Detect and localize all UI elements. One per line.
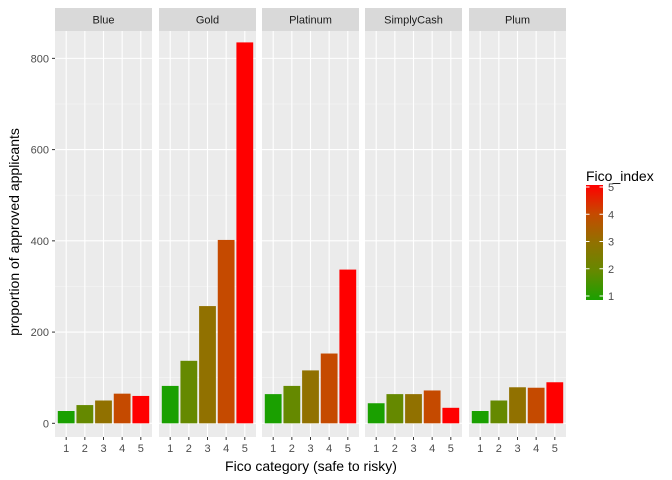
- bar-blue-3: [95, 400, 112, 424]
- bar-simplycash-5: [442, 407, 460, 424]
- x-tick-label: 1: [270, 443, 276, 455]
- bar-plum-1: [471, 410, 489, 424]
- bar-plum-4: [527, 387, 545, 424]
- y-axis-title: proportion of approved applicants: [6, 128, 22, 336]
- bar-blue-1: [57, 410, 75, 424]
- x-tick-label: 1: [477, 443, 483, 455]
- y-tick-label: 200: [31, 327, 49, 339]
- x-tick-label: 2: [392, 443, 398, 455]
- x-tick-label: 5: [345, 443, 351, 455]
- facet-strip: [55, 8, 152, 31]
- x-tick-label: 5: [138, 443, 144, 455]
- facet-strip: [159, 8, 256, 31]
- x-tick-label: 2: [289, 443, 295, 455]
- bar-blue-2: [76, 405, 94, 424]
- y-tick-label: 0: [43, 418, 49, 430]
- y-tick-label: 400: [31, 236, 49, 248]
- x-axis-title: Fico category (safe to risky): [225, 458, 397, 474]
- facet-strip-label: Plum: [505, 15, 530, 27]
- x-tick-label: 2: [186, 443, 192, 455]
- legend-tick-label: 4: [608, 209, 614, 221]
- bar-simplycash-4: [423, 390, 441, 424]
- bar-blue-5: [132, 395, 150, 424]
- bar-platinum-2: [283, 385, 301, 424]
- bar-gold-3: [199, 306, 216, 424]
- bar-simplycash-2: [386, 394, 404, 424]
- x-tick-label: 4: [429, 443, 435, 455]
- bar-gold-4: [217, 239, 235, 424]
- y-tick-label: 800: [31, 53, 49, 65]
- facet-strip: [262, 8, 359, 31]
- facet-strip-label: Blue: [92, 15, 114, 27]
- facet-strip-label: Platinum: [289, 15, 332, 27]
- x-tick-label: 4: [223, 443, 229, 455]
- x-tick-label: 3: [100, 443, 106, 455]
- bar-gold-1: [161, 385, 179, 424]
- bar-blue-4: [113, 393, 131, 424]
- legend-gradient-bar: [586, 185, 603, 300]
- bar-plum-2: [490, 400, 508, 424]
- legend-tick-label: 3: [608, 237, 614, 249]
- x-tick-label: 4: [119, 443, 125, 455]
- legend-title: Fico_index: [586, 168, 654, 184]
- x-tick-label: 5: [448, 443, 454, 455]
- facet-strip: [365, 8, 462, 31]
- bar-gold-2: [180, 360, 198, 424]
- y-axis: 0 200 400 600 800: [31, 53, 55, 430]
- y-tick-label: 600: [31, 145, 49, 157]
- facet-strip-label: SimplyCash: [384, 15, 443, 27]
- x-tick-label: 3: [204, 443, 210, 455]
- x-tick-label: 2: [496, 443, 502, 455]
- facet-strip-label: Gold: [196, 15, 219, 27]
- x-tick-label: 1: [63, 443, 69, 455]
- x-tick-label: 3: [410, 443, 416, 455]
- bar-plum-5: [546, 382, 564, 424]
- x-tick-label: 5: [242, 443, 248, 455]
- x-tick-label: 4: [326, 443, 332, 455]
- legend-tick-label: 5: [608, 182, 614, 194]
- x-tick-label: 1: [373, 443, 379, 455]
- legend-colorbar: 1 2 3 4 5: [586, 182, 614, 303]
- bar-platinum-5: [339, 269, 357, 424]
- x-tick-label: 3: [307, 443, 313, 455]
- x-tick-label: 2: [82, 443, 88, 455]
- bar-platinum-1: [264, 394, 282, 424]
- bar-simplycash-3: [405, 394, 422, 424]
- bar-gold-5: [236, 42, 254, 424]
- bar-plum-3: [509, 387, 526, 424]
- facet-strip: [469, 8, 566, 31]
- legend-tick-label: 2: [608, 264, 614, 276]
- bar-platinum-4: [320, 353, 338, 424]
- x-tick-label: 4: [533, 443, 539, 455]
- x-tick-label: 1: [167, 443, 173, 455]
- legend-tick-label: 1: [608, 291, 614, 303]
- bar-platinum-3: [302, 370, 319, 424]
- bar-simplycash-1: [367, 403, 385, 424]
- x-tick-label: 3: [514, 443, 520, 455]
- x-tick-label: 5: [552, 443, 558, 455]
- legend: Fico_index 1 2 3 4 5: [586, 168, 654, 303]
